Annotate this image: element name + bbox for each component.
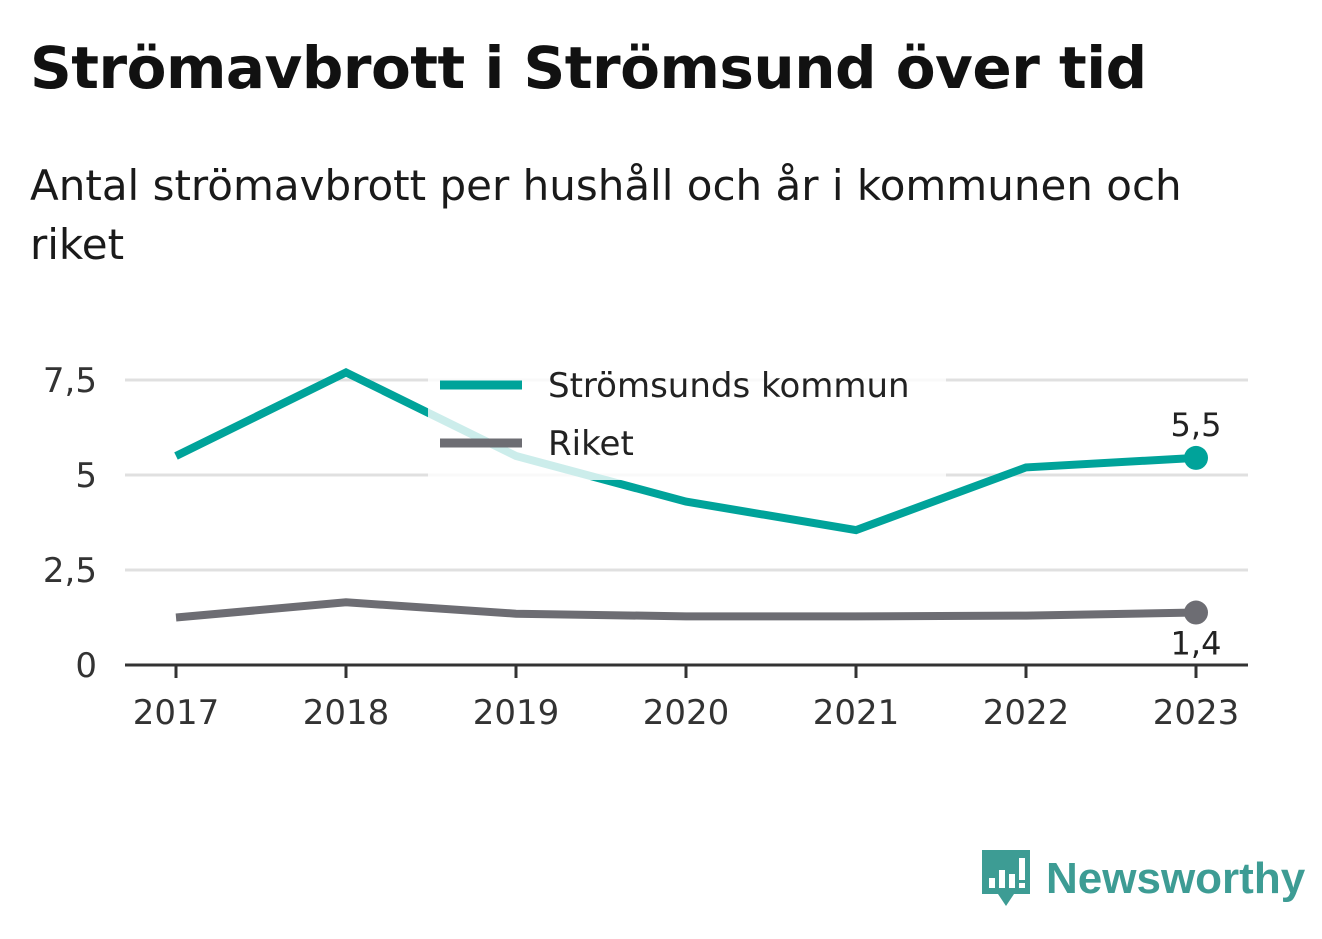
x-tick-label: 2023: [1153, 693, 1240, 733]
x-tick-label: 2020: [643, 693, 730, 733]
series-lines: [174, 367, 1197, 622]
newsworthy-logo-icon: [982, 850, 1030, 906]
y-tick-label: 2,5: [43, 551, 97, 591]
chart-subtitle: Antal strömavbrott per hushåll och år i …: [30, 161, 1182, 269]
series-line-stromsunds-kommun: [174, 367, 1197, 535]
x-tick-label: 2018: [303, 693, 390, 733]
y-tick-label: 0: [75, 646, 97, 686]
legend-entry: Strömsunds kommun: [548, 366, 910, 406]
end-markers: 5,5 1,4: [1171, 406, 1222, 663]
brand-logo: Newsworthy: [980, 848, 1305, 910]
y-axis-ticks: 0 2,5 5 7,5: [43, 361, 97, 686]
x-tick-label: 2019: [473, 693, 560, 733]
legend: Strömsunds kommun Riket: [428, 352, 946, 480]
end-marker: [1184, 445, 1208, 470]
end-value-label: 5,5: [1171, 406, 1222, 444]
y-tick-label: 7,5: [43, 361, 97, 401]
y-tick-label: 5: [75, 456, 97, 496]
series-line-riket: [175, 598, 1197, 622]
brand-name: Newsworthy: [1046, 854, 1306, 903]
x-tick-label: 2017: [133, 693, 220, 733]
chart-title: Strömavbrott i Strömsund över tid: [30, 34, 1147, 102]
legend-background: [428, 352, 946, 480]
legend-entry: Riket: [548, 424, 634, 464]
end-value-label: 1,4: [1171, 625, 1222, 663]
x-axis: 2017 2018 2019 2020 2021 2022 2023: [125, 663, 1248, 733]
end-marker: [1184, 600, 1208, 625]
x-tick-label: 2022: [983, 693, 1070, 733]
x-tick-label: 2021: [813, 693, 900, 733]
